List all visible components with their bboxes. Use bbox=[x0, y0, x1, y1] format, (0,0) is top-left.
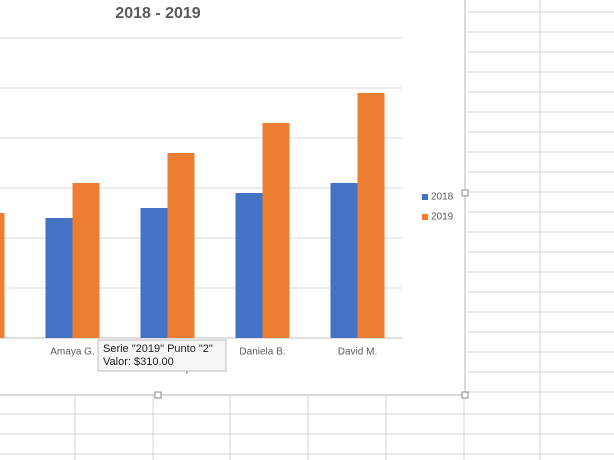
x-tick-label: Amaya G. bbox=[50, 347, 94, 358]
x-tick-label: Daniela B. bbox=[239, 347, 285, 358]
bar bbox=[330, 183, 358, 338]
tooltip-line: Serie "2019" Punto "2" bbox=[103, 343, 213, 355]
plot: Amaya G. Daniela B. David M. 2018 2019 bbox=[0, 37, 454, 358]
resize-handle[interactable] bbox=[461, 189, 469, 197]
bar bbox=[45, 218, 73, 338]
bar bbox=[357, 93, 385, 338]
bar bbox=[140, 208, 168, 338]
x-tick-label: David M. bbox=[338, 347, 377, 358]
bar bbox=[262, 123, 290, 338]
legend-swatch bbox=[422, 214, 428, 220]
legend-swatch bbox=[422, 194, 428, 200]
bar bbox=[167, 153, 195, 338]
chart-title: 2018 - 2019 bbox=[115, 5, 201, 22]
sheet-rows bbox=[467, 11, 614, 393]
bar bbox=[0, 213, 5, 338]
bar bbox=[72, 183, 100, 338]
resize-handle[interactable] bbox=[154, 391, 162, 399]
tooltip-line: Valor: $310.00 bbox=[103, 356, 174, 368]
resize-handle[interactable] bbox=[461, 391, 469, 399]
tooltip-box bbox=[97, 339, 227, 372]
tooltip: Serie "2019" Punto "2" Valor: $310.00 bbox=[97, 339, 227, 372]
bar bbox=[235, 193, 263, 338]
legend-label: 2019 bbox=[431, 212, 454, 223]
legend-label: 2018 bbox=[431, 192, 454, 203]
